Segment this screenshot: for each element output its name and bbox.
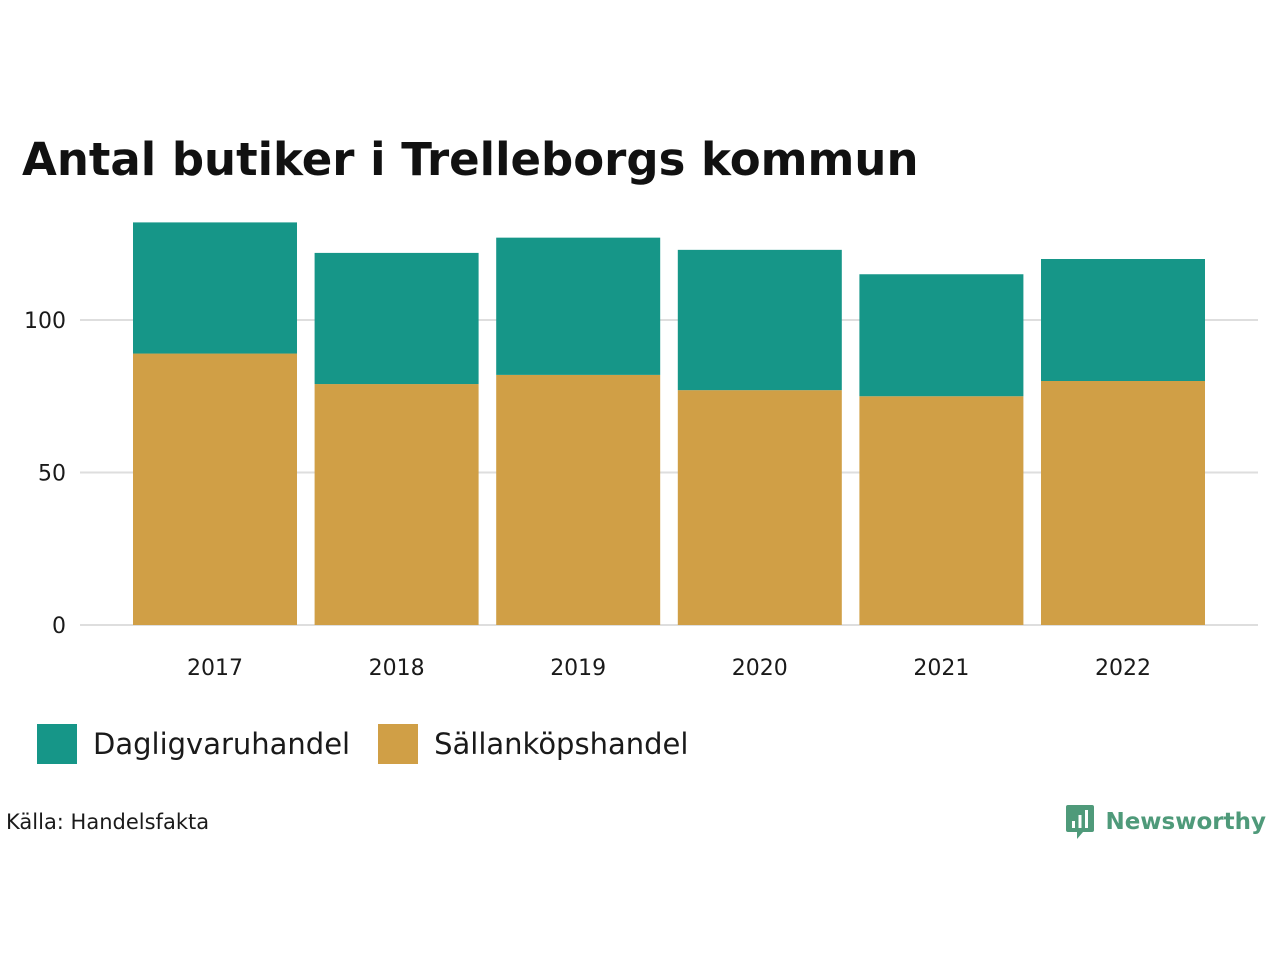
x-tick-label-2022: 2022 <box>1095 656 1151 681</box>
x-tick-label-2020: 2020 <box>732 656 788 681</box>
bar-sallankopshandel-2022 <box>1041 381 1205 625</box>
y-tick-label: 0 <box>52 614 66 639</box>
legend-label-sallankopshandel: Sällanköpshandel <box>434 727 689 761</box>
legend: Dagligvaruhandel Sällanköpshandel <box>37 724 716 764</box>
bar-dagligvaruhandel-2022 <box>1041 259 1205 381</box>
bar-dagligvaruhandel-2020 <box>677 249 842 391</box>
legend-item-dagligvaruhandel: Dagligvaruhandel <box>37 724 350 764</box>
chart-title: Antal butiker i Trelleborgs kommun <box>22 133 919 186</box>
legend-label-dagligvaruhandel: Dagligvaruhandel <box>93 727 351 761</box>
bar-sallankopshandel-2021 <box>859 396 1024 625</box>
bar-dagligvaruhandel-2018 <box>314 252 479 385</box>
brand-name: Newsworthy <box>1105 809 1266 835</box>
bar-sallankopshandel-2019 <box>496 374 661 625</box>
bar-sallankopshandel-2018 <box>314 384 479 625</box>
x-tick-label-2017: 2017 <box>187 656 243 681</box>
x-axis-ticks: 2017 2018 2019 2020 2021 2022 <box>187 656 1151 681</box>
bars <box>133 222 1205 625</box>
x-tick-label-2021: 2021 <box>913 656 969 681</box>
x-tick-label-2018: 2018 <box>369 656 425 681</box>
y-tick-label: 50 <box>38 462 66 487</box>
y-axis-ticks: 0 50 100 <box>24 309 66 639</box>
legend-swatch-dagligvaruhandel <box>37 724 77 764</box>
bar-dagligvaruhandel-2019 <box>496 237 661 375</box>
y-tick-label: 100 <box>24 309 66 334</box>
bar-sallankopshandel-2020 <box>677 390 842 625</box>
bar-dagligvaruhandel-2017 <box>133 222 297 354</box>
legend-item-sallankopshandel: Sällanköpshandel <box>378 724 688 764</box>
bar-sallankopshandel-2017 <box>133 353 297 625</box>
legend-swatch-sallankopshandel <box>378 724 419 764</box>
bar-dagligvaruhandel-2021 <box>859 274 1024 397</box>
newsworthy-logo-icon <box>1066 805 1095 839</box>
x-tick-label-2019: 2019 <box>550 656 606 681</box>
bar-chart: 0 50 100 2017 2018 2019 2020 2021 2022 <box>24 222 1258 681</box>
brand: Newsworthy <box>1065 804 1266 840</box>
source-note: Källa: Handelsfakta <box>6 810 210 834</box>
